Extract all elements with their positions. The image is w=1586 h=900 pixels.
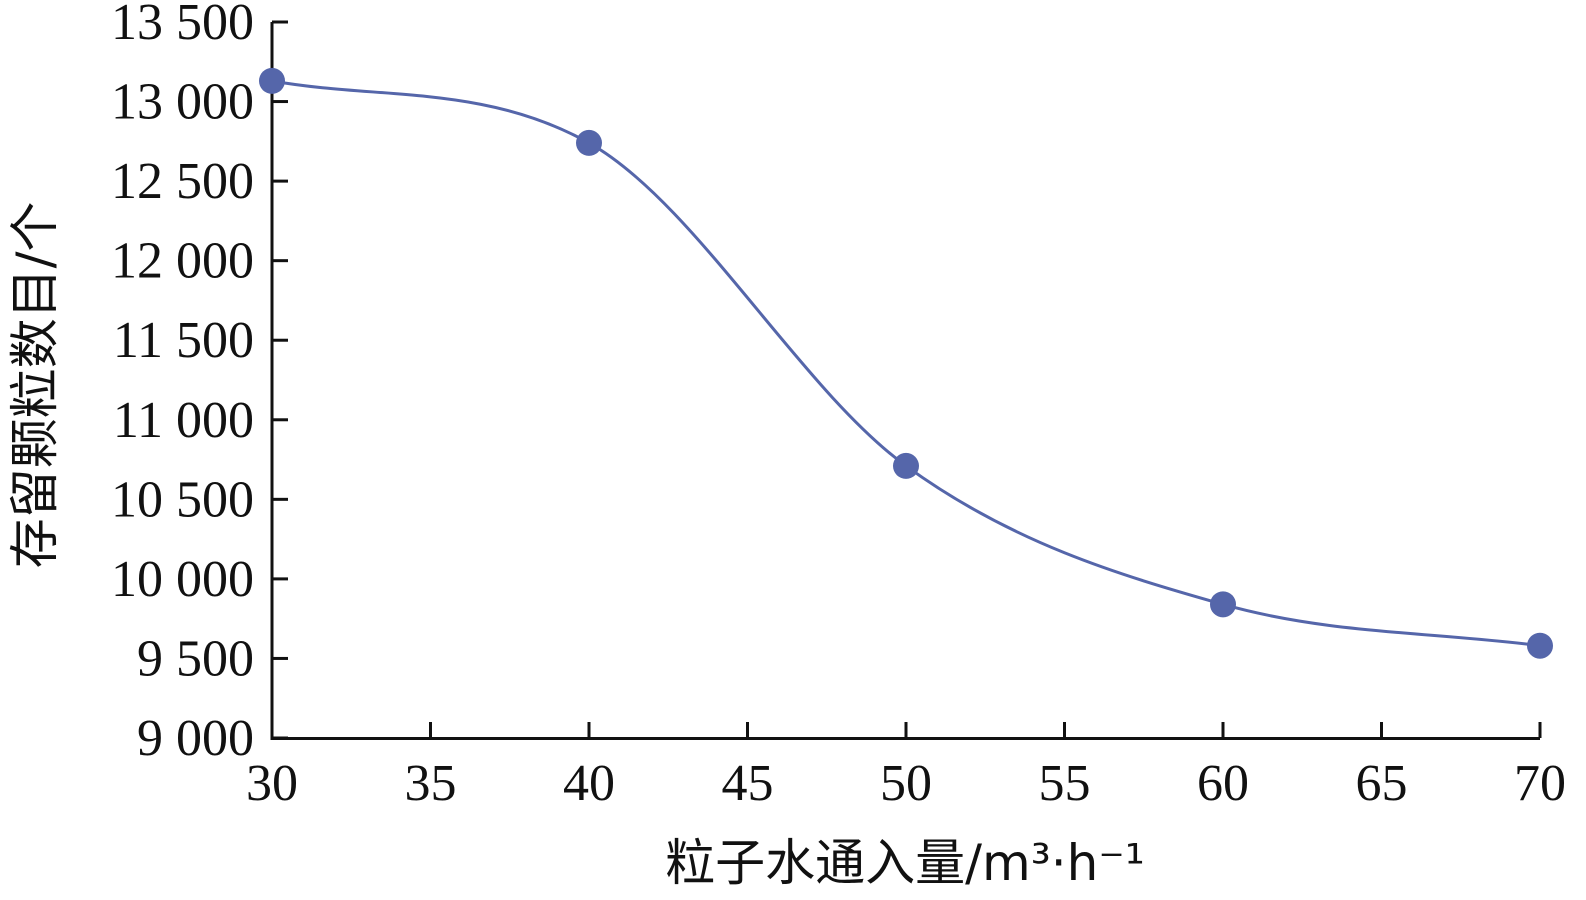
x-tick-label: 30	[246, 755, 298, 812]
x-tick-label: 70	[1514, 755, 1566, 812]
data-point	[259, 67, 285, 94]
y-tick-label: 10 000	[111, 551, 254, 608]
y-tick-label: 13 000	[111, 74, 254, 131]
data-point	[1527, 632, 1553, 659]
x-tick-label: 45	[722, 755, 774, 812]
x-tick-label: 65	[1356, 755, 1408, 812]
y-tick-label: 9 500	[137, 630, 254, 687]
x-tick-label: 60	[1197, 755, 1249, 812]
x-tick-label: 35	[405, 755, 457, 812]
data-point	[576, 129, 602, 156]
axes	[270, 22, 1540, 740]
y-tick-label: 13 500	[111, 0, 254, 51]
y-tick-label: 12 500	[111, 153, 254, 210]
x-axis-title: 粒子水通入量/m³·h⁻¹	[665, 834, 1145, 892]
y-tick-label: 11 500	[113, 312, 254, 369]
series	[259, 67, 1553, 659]
y-tick-label: 9 000	[137, 710, 254, 767]
y-axis-title: 存留颗粒数目/个	[6, 202, 64, 569]
tick-labels: 9 000 9 500 10 000 10 500 11 000 11 500 12 000…	[111, 0, 1566, 812]
y-tick-label: 12 000	[111, 233, 254, 290]
series-line	[271, 79, 1541, 648]
x-tick-label: 55	[1039, 755, 1091, 812]
y-tick-label: 10 500	[111, 471, 254, 528]
tick-marks	[270, 20, 1542, 740]
y-tick-label: 11 000	[113, 392, 254, 449]
x-tick-label: 50	[880, 755, 932, 812]
data-point	[893, 452, 919, 479]
data-point	[1210, 591, 1236, 618]
x-tick-label: 40	[563, 755, 615, 812]
